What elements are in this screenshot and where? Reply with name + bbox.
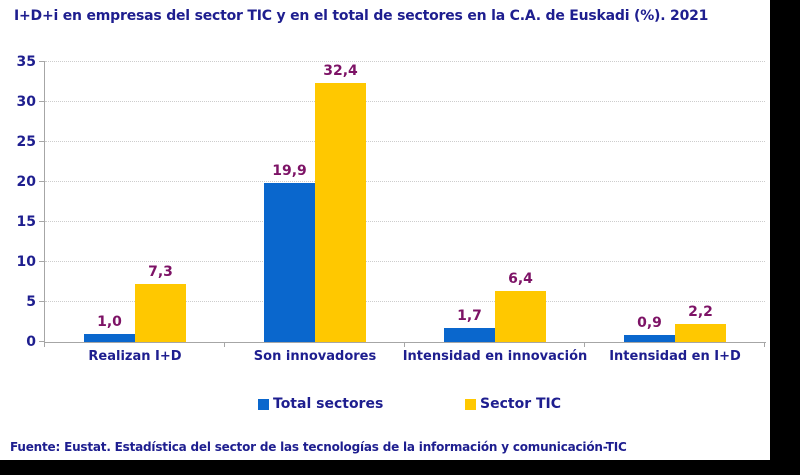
x-axis-line [44,342,766,343]
category-label-4: Intensidad en I+D [609,349,741,364]
y-axis-tick-25 [39,141,45,142]
legend-swatch-total-sectores-icon [258,398,269,410]
y-axis-tick-0 [39,341,45,342]
gridline-25 [45,141,765,142]
y-axis-label-25: 25 [16,134,36,150]
bar-group-4: Intensidad en I+D 0,9 2,2 [585,62,765,364]
category-label-3: Intensidad en innovación [402,349,588,364]
y-axis-label-5: 5 [26,294,36,310]
source-note: Fuente: Eustat. Estadística del sector d… [10,440,627,454]
bar-sector-tic-4 [675,324,726,342]
y-axis-label-35: 35 [16,54,36,70]
plot-area: 0 5 10 15 20 25 30 35 Realizan I+D 1,0 7,3 Son inno… [17,54,766,364]
legend-item-sector-tic: Sector TIC [465,394,561,414]
chart-canvas: I+D+i en empresas del sector TIC y en el… [0,0,770,460]
value-label-sector-tic-4: 2,2 [688,304,713,321]
y-axis-label-20: 20 [16,174,36,190]
bar-total-sectores-3 [444,328,495,342]
value-label-total-sectores-4: 0,9 [637,314,662,331]
value-label-sector-tic-1: 7,3 [148,263,173,280]
legend-label-total-sectores: Total sectores [273,396,384,412]
bar-group-2: Son innovadores 19,9 32,4 [225,62,405,364]
legend-swatch-sector-tic-icon [465,398,476,410]
y-axis-tick-20 [39,181,45,182]
gridline-10 [45,261,765,262]
y-axis-label-15: 15 [16,214,36,230]
chart-title: I+D+i en empresas del sector TIC y en el… [14,8,709,24]
value-label-sector-tic-3: 6,4 [508,270,533,287]
y-axis-label-0: 0 [26,334,36,350]
x-axis-tick-1 [44,343,45,347]
y-axis-tick-10 [39,261,45,262]
legend-label-sector-tic: Sector TIC [480,396,561,412]
legend-item-total-sectores: Total sectores [258,394,383,414]
y-axis-tick-5 [39,301,45,302]
y-axis-tick-35 [39,61,45,62]
gridline-35 [45,61,765,62]
x-axis-tick-2 [224,343,225,347]
bar-sector-tic-3 [495,290,546,342]
y-axis-tick-30 [39,101,45,102]
bar-total-sectores-2 [264,182,315,342]
y-axis-tick-15 [39,221,45,222]
y-axis-label-30: 30 [16,94,36,110]
bar-group-1: Realizan I+D 1,0 7,3 [45,62,225,364]
value-label-total-sectores-2: 19,9 [272,162,307,179]
value-label-total-sectores-3: 1,7 [457,308,482,325]
bar-group-3: Intensidad en innovación 1,7 6,4 [403,62,588,364]
category-label-1: Realizan I+D [88,349,182,364]
value-label-sector-tic-2: 32,4 [323,62,358,79]
value-label-total-sectores-1: 1,0 [97,314,122,330]
gridline-15 [45,221,765,222]
x-axis-tick-3 [404,343,405,347]
bar-total-sectores-1 [84,334,135,342]
legend: Total sectores Sector TIC [45,394,765,414]
gridline-20 [45,181,765,182]
category-label-2: Son innovadores [253,349,377,364]
gridline-5 [45,301,765,302]
y-axis-label-10: 10 [16,254,36,270]
bar-sector-tic-2 [315,82,366,342]
x-axis-tick-4 [584,343,585,347]
bar-total-sectores-4 [624,334,675,342]
gridline-30 [45,101,765,102]
y-axis-line [44,62,45,343]
x-axis-tick-end [764,343,765,347]
bar-sector-tic-1 [135,283,186,342]
